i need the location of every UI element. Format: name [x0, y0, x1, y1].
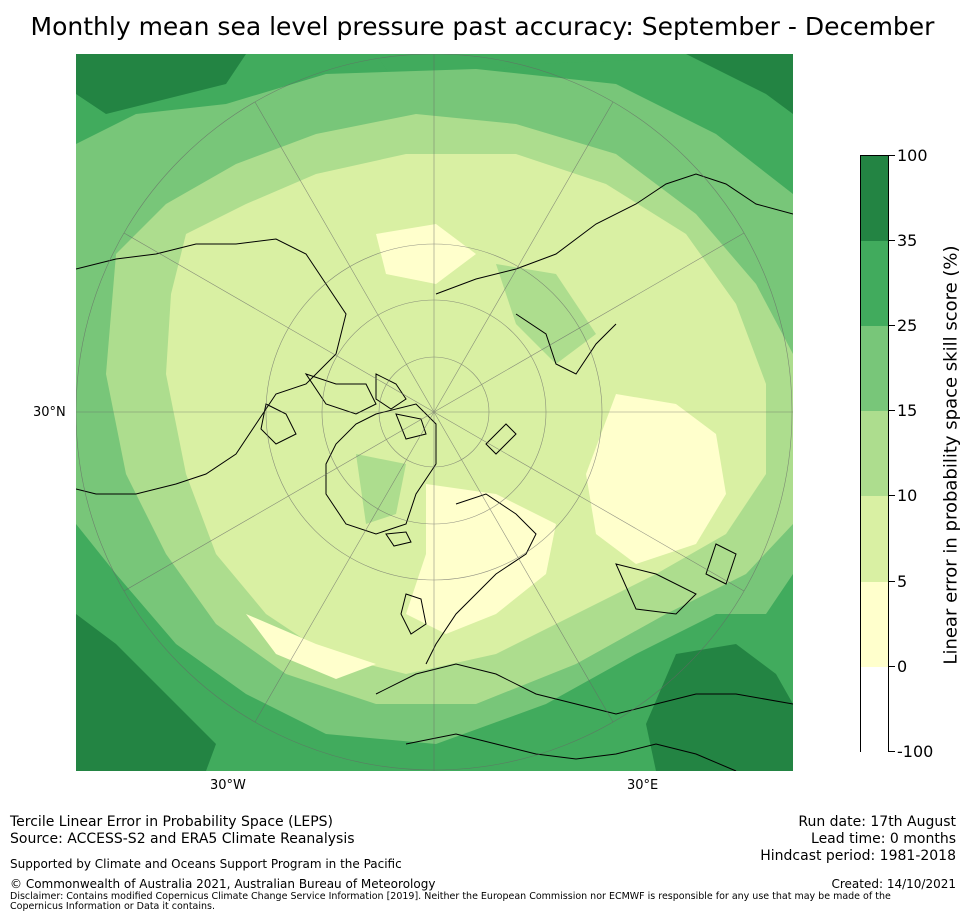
colorbar-tick [889, 155, 895, 156]
footer-hindcast: Hindcast period: 1981-2018 [760, 848, 956, 865]
colorbar-bin-10-15 [861, 411, 888, 496]
footer-created: Created: 14/10/2021 [831, 877, 956, 891]
colorbar-bin-neg100-0 [861, 667, 888, 753]
colorbar-tick [889, 240, 895, 241]
footer-disclaimer: Disclaimer: Contains modified Copernicus… [10, 892, 940, 912]
colorbar-tick [889, 581, 895, 582]
lon-label-30e: 30°E [627, 778, 658, 793]
colorbar-tick [889, 495, 895, 496]
colorbar-tick [889, 666, 895, 667]
colorbar-tick-label: 100 [897, 148, 928, 164]
colorbar-tick-label: 25 [897, 318, 917, 334]
lon-label-30w: 30°W [210, 778, 246, 793]
colorbar [860, 155, 889, 752]
footer-copyright: © Commonwealth of Australia 2021, Austra… [10, 877, 435, 891]
colorbar-tick-label: 10 [897, 488, 917, 504]
colorbar-tick [889, 325, 895, 326]
footer-source: Source: ACCESS-S2 and ERA5 Climate Reana… [10, 831, 355, 848]
footer-lead-time: Lead time: 0 months [811, 831, 956, 848]
footer-method: Tercile Linear Error in Probability Spac… [10, 814, 333, 831]
colorbar-bin-15-25 [861, 326, 888, 411]
colorbar-tick-label: -100 [897, 744, 933, 760]
footer-run-date: Run date: 17th August [798, 814, 956, 831]
colorbar-title-text: Linear error in probability space skill … [941, 245, 962, 664]
map-title: Monthly mean sea level pressure past acc… [0, 12, 965, 41]
colorbar-tick-label: 15 [897, 403, 917, 419]
colorbar-tick-label: 35 [897, 233, 917, 249]
footer-support: Supported by Climate and Oceans Support … [10, 857, 402, 871]
colorbar-tick [889, 410, 895, 411]
colorbar-tick-label: 5 [897, 574, 907, 590]
colorbar-bin-25-35 [861, 241, 888, 326]
skill-score-map [76, 54, 793, 771]
colorbar-bin-5-10 [861, 496, 888, 582]
lat-label-30n: 30°N [33, 405, 66, 420]
colorbar-bin-0-5 [861, 582, 888, 667]
colorbar-tick [889, 751, 895, 752]
colorbar-tick-label: 0 [897, 659, 907, 675]
colorbar-bin-35-100 [861, 156, 888, 241]
